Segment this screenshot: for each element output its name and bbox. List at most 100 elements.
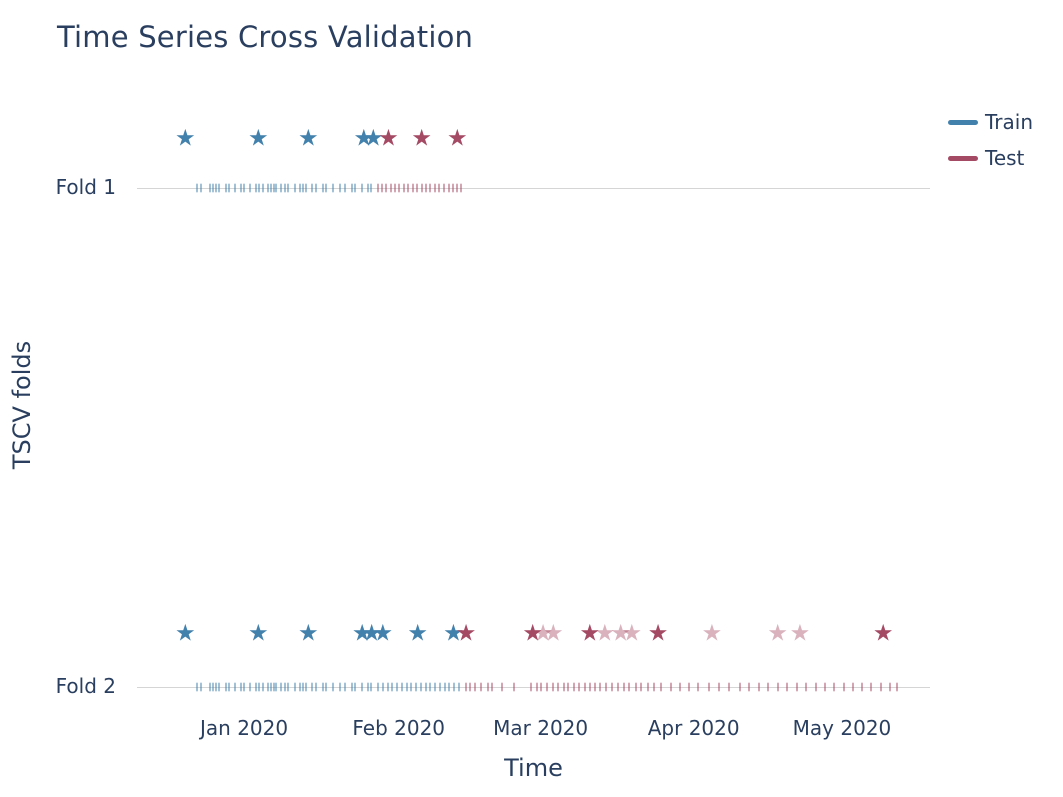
rug-tick <box>381 183 384 193</box>
y-axis-title: TSCV folds <box>8 340 36 470</box>
rug-tick <box>669 682 672 692</box>
star-marker: ★ <box>248 620 269 647</box>
rug-tick <box>469 682 472 692</box>
rug-tick <box>227 183 230 193</box>
rug-tick <box>535 682 538 692</box>
rug-tick <box>660 682 663 692</box>
rug-tick <box>266 183 269 193</box>
rug-tick <box>888 682 891 692</box>
rug-tick <box>324 183 327 193</box>
rug-tick <box>453 682 456 692</box>
star-marker: ★ <box>543 620 564 647</box>
legend-item-test[interactable]: Test <box>948 140 1033 176</box>
star-marker: ★ <box>372 620 394 647</box>
star-marker: ★ <box>872 620 894 647</box>
rug-tick <box>217 682 220 692</box>
rug-tick <box>200 682 203 692</box>
rug-tick <box>350 682 353 692</box>
rug-tick <box>438 682 441 692</box>
rug-tick <box>473 682 476 692</box>
rug-tick <box>728 682 731 692</box>
rug-tick <box>424 682 427 692</box>
rug-tick <box>224 682 227 692</box>
rug-tick <box>852 682 855 692</box>
rug-tick <box>513 682 516 692</box>
rug-tick <box>377 682 380 692</box>
rug-tick <box>748 682 751 692</box>
rug-tick <box>767 682 770 692</box>
x-tick-label: Mar 2020 <box>493 716 589 740</box>
x-axis-title: Time <box>504 754 563 782</box>
rug-tick <box>286 183 289 193</box>
rug-tick <box>389 183 392 193</box>
rug-tick <box>567 682 570 692</box>
rug-tick <box>604 682 607 692</box>
rug-tick <box>552 682 555 692</box>
star-marker: ★ <box>411 125 432 152</box>
rug-tick <box>273 183 276 193</box>
rug-tick <box>350 183 353 193</box>
star-marker: ★ <box>175 125 196 152</box>
rug-tick <box>419 682 422 692</box>
rug-tick <box>274 183 277 193</box>
rug-tick <box>407 183 410 193</box>
legend: Train Test <box>948 104 1033 176</box>
rug-tick <box>254 682 257 692</box>
x-tick-label: Feb 2020 <box>352 716 446 740</box>
rug-tick <box>486 682 489 692</box>
rug-tick <box>293 682 296 692</box>
rug-tick <box>369 183 372 193</box>
rug-tick <box>403 183 406 193</box>
rug-tick <box>757 682 760 692</box>
star-marker: ★ <box>363 125 384 152</box>
rug-tick <box>212 183 215 193</box>
rug-tick <box>293 183 296 193</box>
star-marker: ★ <box>443 620 464 647</box>
rug-tick <box>628 682 631 692</box>
rug-tick <box>396 682 399 692</box>
rug-tick <box>480 682 483 692</box>
rug-tick <box>429 682 432 692</box>
rug-tick <box>243 682 246 692</box>
rug-tick <box>284 183 287 193</box>
rug-tick <box>860 682 863 692</box>
rug-tick <box>530 682 533 692</box>
rug-tick <box>411 183 414 193</box>
rug-tick <box>434 682 437 692</box>
star-marker: ★ <box>353 125 375 152</box>
rug-tick <box>410 682 413 692</box>
rug-tick <box>438 183 441 193</box>
star-marker: ★ <box>532 620 554 647</box>
star-marker: ★ <box>378 125 399 152</box>
rug-tick <box>879 682 882 692</box>
rug-tick <box>442 183 445 193</box>
rug-tick <box>301 682 304 692</box>
rug-tick <box>248 682 251 692</box>
rug-tick <box>208 183 211 193</box>
rug-tick <box>457 682 460 692</box>
rug-tick <box>381 682 384 692</box>
rug-tick <box>653 682 656 692</box>
plot-area[interactable]: Fold 1 ★ ★ ★ ★ ★ ★ ★ ★ Fold 2 ★ ★ ★ ★ ★ ★ ★ ★ ★ ★ ★ ★ ★ ★ ★ ★ ★ ★ ★ ★… <box>56 0 930 797</box>
rug-tick <box>588 682 591 692</box>
chart-title: Time Series Cross Validation <box>57 20 474 54</box>
star-marker: ★ <box>351 620 373 647</box>
legend-item-train[interactable]: Train <box>948 104 1033 140</box>
rug-tick <box>465 682 468 692</box>
rug-tick <box>343 682 346 692</box>
star-marker: ★ <box>789 620 811 647</box>
rug-tick <box>400 682 403 692</box>
x-tick-label: Apr 2020 <box>647 716 740 740</box>
rug-tick <box>270 682 273 692</box>
rug-tick <box>594 682 597 692</box>
star-marker: ★ <box>361 620 383 647</box>
rug-tick <box>354 183 357 193</box>
rug-tick <box>405 682 408 692</box>
legend-label-test: Test <box>985 146 1025 170</box>
rug-tick <box>262 183 265 193</box>
rug-tick <box>315 682 318 692</box>
star-marker: ★ <box>248 125 269 152</box>
train-color-swatch <box>948 119 978 125</box>
rug-tick <box>434 183 437 193</box>
star-marker: ★ <box>447 125 468 152</box>
